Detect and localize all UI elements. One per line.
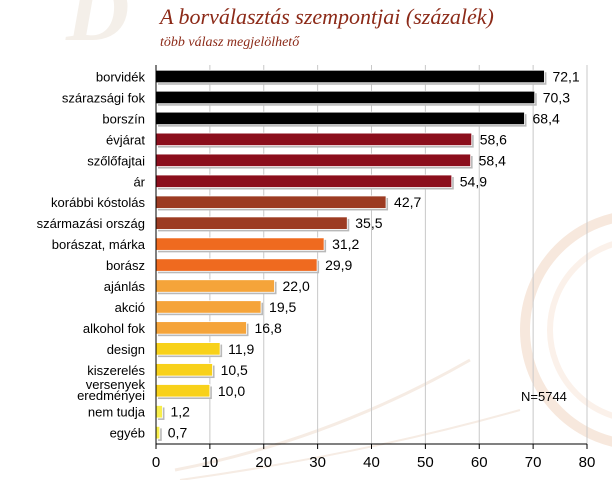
bar: [155, 195, 387, 209]
bars: [155, 69, 547, 441]
decor-swirl-2: [179, 409, 521, 480]
category-labels: borvidék szárazsági fok borszín évjárat szől…: [37, 70, 146, 441]
bar: [155, 384, 211, 398]
category-label: származási ország: [37, 216, 145, 231]
x-tick-label: 30: [309, 454, 326, 471]
x-tick-label: 40: [363, 454, 380, 471]
value-labels: 72,1 70,3 68,4 58,6 58,4 54,9 42,7 35,5 31,2 29,9…: [168, 69, 580, 441]
category-label: korábbi kóstolás: [51, 195, 145, 210]
x-axis: 0 10 20 30 40 50 60 70 80: [152, 65, 596, 471]
bar: [155, 174, 453, 188]
x-tick-label: 20: [255, 454, 272, 471]
value-label: 22,0: [283, 278, 310, 294]
x-tick-label: 10: [202, 454, 219, 471]
decor-ring: [520, 213, 612, 447]
value-label: 0,7: [168, 425, 188, 441]
x-tick-label: 80: [579, 454, 596, 471]
value-label: 35,5: [355, 215, 382, 231]
value-label: 68,4: [533, 110, 560, 126]
value-label: 58,6: [480, 131, 507, 147]
bar: [155, 237, 325, 251]
value-label: 16,8: [255, 320, 282, 336]
value-label: 11,9: [228, 341, 254, 357]
value-label: 70,3: [543, 89, 570, 105]
category-label: borász: [106, 258, 145, 273]
category-label: szárazsági fok: [62, 90, 146, 105]
gridlines: [209, 65, 588, 444]
bar: [155, 342, 221, 356]
value-label: 29,9: [325, 257, 352, 273]
bar: [155, 111, 525, 126]
chart-subtitle: több válasz megjelölhető: [160, 35, 300, 50]
category-label: alkohol fok: [83, 321, 146, 336]
value-label: 19,5: [269, 299, 296, 315]
bar: [155, 69, 545, 84]
value-label: 54,9: [460, 173, 487, 189]
bar: [155, 90, 536, 105]
category-label: akció: [115, 300, 145, 315]
value-label: 10,5: [221, 362, 248, 378]
category-label: ár: [133, 174, 145, 189]
category-label: nem tudja: [88, 405, 146, 420]
x-tick-label: 60: [471, 454, 488, 471]
bar: [155, 258, 318, 272]
bar: [155, 216, 348, 230]
background-decoration: D: [65, 0, 612, 480]
bar: [155, 279, 275, 293]
value-label: 1,2: [170, 404, 190, 420]
x-tick-label: 70: [525, 454, 542, 471]
value-label: 31,2: [332, 236, 359, 252]
category-label: borászat, márka: [52, 237, 146, 252]
value-label: 42,7: [394, 194, 421, 210]
chart-title: A borválasztás szempontjai (százalék): [160, 4, 494, 29]
category-label: borvidék: [96, 70, 146, 85]
bar: [155, 153, 472, 167]
decor-swirl: [174, 358, 471, 472]
bar: [155, 300, 262, 314]
value-label: 10,0: [218, 383, 245, 399]
bar: [155, 405, 163, 419]
category-label: ajánlás: [104, 279, 146, 294]
x-tick-label: 0: [152, 454, 160, 471]
value-label: 72,1: [552, 69, 579, 85]
category-label: szőlőfajtai: [87, 153, 145, 168]
category-label: design: [107, 342, 145, 357]
category-label: évjárat: [106, 132, 145, 147]
category-label: versenyek eredményei: [77, 377, 145, 403]
watermark-letter: D: [65, 0, 130, 60]
bar: [155, 132, 473, 147]
bar: [155, 425, 161, 440]
bar: [155, 321, 247, 335]
category-label: borszín: [102, 111, 145, 126]
category-label: kiszerelés: [87, 363, 145, 378]
category-label: egyéb: [110, 426, 145, 441]
x-tick-label: 50: [417, 454, 434, 471]
value-label: 58,4: [479, 152, 506, 168]
decor-ring-inner: [547, 241, 612, 419]
bar: [155, 363, 213, 377]
sample-size-note: N=5744: [521, 389, 567, 404]
